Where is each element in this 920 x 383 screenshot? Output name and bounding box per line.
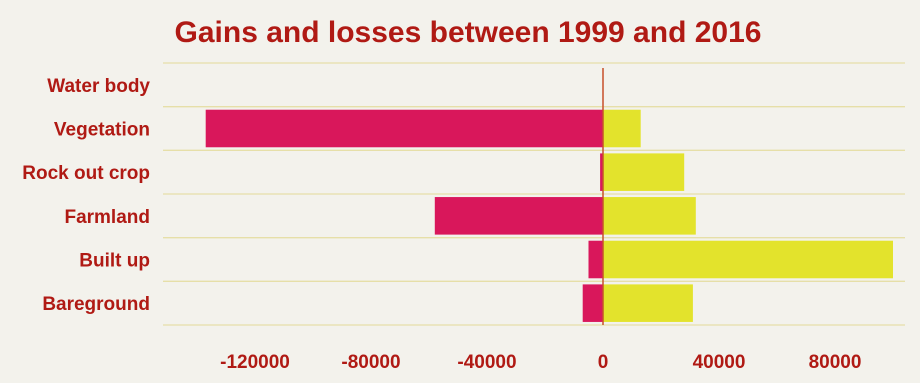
bar-gain	[603, 153, 685, 191]
bar-gain	[603, 284, 693, 322]
category-label: Rock out crop	[22, 163, 150, 184]
chart-title: Gains and losses between 1999 and 2016	[175, 16, 762, 49]
x-tick-label: -40000	[457, 352, 516, 373]
bars	[205, 109, 893, 322]
bar-loss	[205, 109, 603, 148]
category-labels: Water body Vegetation Rock out crop Farmlan…	[22, 76, 150, 315]
bar-gain	[603, 240, 893, 279]
x-tick-labels: -120000 -80000 -40000 0 40000 80000	[220, 352, 861, 373]
x-tick-label: -120000	[220, 352, 290, 373]
category-label: Built up	[79, 251, 150, 272]
x-tick-label: -80000	[341, 352, 400, 373]
bar-loss	[582, 284, 603, 322]
grid	[163, 62, 905, 326]
x-tick-label: 0	[598, 352, 609, 373]
x-tick-label: 40000	[693, 352, 746, 373]
bar-loss	[434, 197, 603, 235]
category-label: Vegetation	[54, 120, 150, 141]
category-label: Farmland	[64, 207, 150, 228]
category-label: Water body	[47, 76, 150, 97]
bar-loss	[588, 240, 603, 279]
bar-loss	[600, 153, 603, 191]
bar-gain	[603, 109, 641, 148]
category-label: Bareground	[42, 294, 150, 315]
x-tick-label: 80000	[809, 352, 862, 373]
bar-gain	[603, 197, 696, 235]
